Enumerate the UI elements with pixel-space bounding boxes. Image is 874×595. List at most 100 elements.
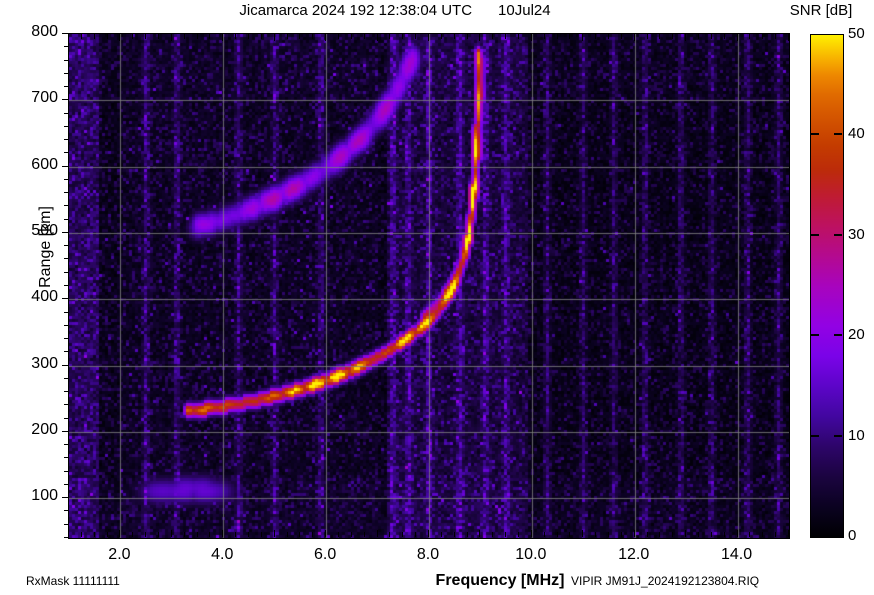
colorbar-tick-mark (834, 334, 842, 337)
y-minor-tick (64, 192, 68, 194)
y-minor-tick (64, 510, 68, 512)
y-minor-tick (64, 46, 68, 48)
x-minor-tick (698, 532, 699, 537)
y-minor-tick (64, 285, 68, 286)
title-date: 10Jul24 (498, 2, 551, 19)
y-tick-mark (62, 430, 68, 432)
y-tick-mark (62, 298, 68, 300)
y-tick-label: 400 (31, 288, 58, 306)
x-minor-tick (749, 532, 751, 537)
y-minor-tick (64, 457, 68, 459)
x-minor-tick (556, 532, 558, 537)
x-major-tick (530, 530, 532, 537)
x-major-tick (582, 34, 584, 41)
colorbar-tick-label: 50 (848, 25, 865, 42)
x-minor-tick (723, 34, 725, 39)
y-tick-label: 200 (31, 420, 58, 438)
y-minor-tick (64, 59, 68, 61)
x-minor-tick (543, 34, 545, 39)
y-minor-tick (64, 311, 68, 313)
x-minor-tick (260, 34, 262, 39)
x-minor-tick (569, 34, 571, 39)
x-minor-tick (646, 532, 648, 537)
y-minor-tick (64, 205, 68, 207)
x-minor-tick (466, 34, 468, 39)
colorbar-title: SNR [dB] (789, 2, 853, 19)
x-minor-tick (723, 532, 725, 537)
x-minor-tick (775, 34, 777, 39)
y-tick-mark (62, 497, 68, 499)
y-minor-tick (64, 245, 68, 247)
x-major-tick (736, 530, 738, 537)
y-minor-tick (64, 139, 68, 141)
x-minor-tick (235, 34, 237, 39)
colorbar-tick-mark (811, 233, 819, 236)
x-major-tick (633, 530, 635, 537)
x-tick-label: 12.0 (618, 546, 650, 563)
x-minor-tick (350, 532, 352, 537)
x-minor-tick (363, 532, 365, 537)
x-major-tick (273, 34, 275, 41)
x-minor-tick (389, 34, 391, 39)
x-minor-tick (363, 34, 365, 39)
x-minor-tick (762, 34, 764, 39)
y-minor-tick (64, 86, 68, 88)
x-major-tick (68, 530, 69, 537)
colorbar-tick-mark (834, 434, 842, 437)
y-tick-mark (62, 364, 68, 366)
x-minor-tick (672, 34, 674, 39)
y-minor-tick (64, 218, 68, 220)
x-minor-tick (209, 532, 211, 537)
x-major-tick (325, 530, 327, 537)
x-major-tick (68, 34, 69, 41)
x-major-tick (273, 530, 275, 537)
rxmask-note: RxMask 11111111 (26, 574, 120, 588)
x-minor-tick (453, 34, 455, 39)
y-tick-mark (62, 231, 68, 233)
y-minor-tick (64, 338, 68, 340)
x-major-tick (119, 530, 121, 537)
x-minor-tick (556, 34, 558, 39)
x-tick-label: 10.0 (515, 546, 547, 563)
y-minor-tick (64, 404, 68, 406)
x-minor-tick (93, 532, 95, 537)
riq-file-note: VIPIR JM91J_2024192123804.RIQ (571, 574, 760, 588)
x-minor-tick (402, 34, 404, 39)
x-minor-tick (183, 532, 185, 537)
x-minor-tick (595, 532, 597, 537)
y-minor-tick (64, 537, 68, 538)
x-minor-tick (93, 34, 95, 39)
x-minor-tick (620, 34, 622, 39)
x-tick-label: 14.0 (720, 546, 753, 563)
x-major-tick (325, 34, 327, 41)
x-minor-tick (505, 532, 507, 537)
y-minor-tick (64, 258, 68, 260)
x-minor-tick (415, 532, 417, 537)
x-major-tick (633, 34, 635, 41)
x-major-tick (788, 530, 789, 537)
x-minor-tick (440, 532, 442, 537)
x-minor-tick (260, 532, 262, 537)
y-minor-tick (64, 72, 68, 74)
y-tick-label: 500 (31, 221, 58, 239)
y-minor-tick (64, 444, 68, 446)
x-minor-tick (389, 532, 391, 537)
x-minor-tick (196, 34, 198, 39)
x-minor-tick (492, 34, 494, 39)
page-title: Jicamarca 2024 192 12:38:04 UTC 10Jul24 (0, 2, 790, 19)
ionogram-plot[interactable] (68, 33, 790, 539)
x-tick-label: 6.0 (314, 546, 337, 563)
colorbar-tick-mark (811, 334, 819, 337)
x-minor-tick (569, 532, 571, 537)
x-major-tick (222, 34, 224, 41)
colorbar-tick-mark (834, 133, 842, 136)
x-minor-tick (106, 532, 108, 537)
x-minor-tick (132, 532, 134, 537)
x-minor-tick (775, 532, 777, 537)
x-minor-tick (183, 34, 185, 39)
y-minor-tick (64, 391, 68, 393)
y-tick-mark (62, 33, 68, 34)
x-minor-tick (80, 34, 82, 39)
x-major-tick (582, 530, 584, 537)
